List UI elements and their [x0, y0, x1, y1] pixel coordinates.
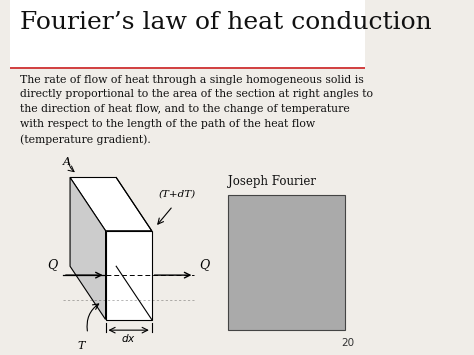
Text: A: A [63, 157, 71, 167]
Polygon shape [70, 178, 152, 231]
Text: 20: 20 [341, 338, 354, 348]
FancyBboxPatch shape [9, 67, 365, 355]
Polygon shape [106, 231, 152, 320]
Text: T: T [77, 341, 84, 351]
Text: (T+dT): (T+dT) [159, 190, 196, 199]
Text: $dx$: $dx$ [121, 332, 136, 344]
FancyBboxPatch shape [228, 195, 345, 330]
Text: Joseph Fourier: Joseph Fourier [228, 175, 316, 188]
Text: Q: Q [47, 258, 58, 272]
Text: Fourier’s law of heat conduction: Fourier’s law of heat conduction [20, 11, 432, 34]
Text: Q: Q [200, 258, 210, 272]
Polygon shape [70, 178, 106, 320]
Text: The rate of flow of heat through a single homogeneous solid is
directly proporti: The rate of flow of heat through a singl… [20, 75, 374, 144]
FancyBboxPatch shape [9, 0, 365, 67]
